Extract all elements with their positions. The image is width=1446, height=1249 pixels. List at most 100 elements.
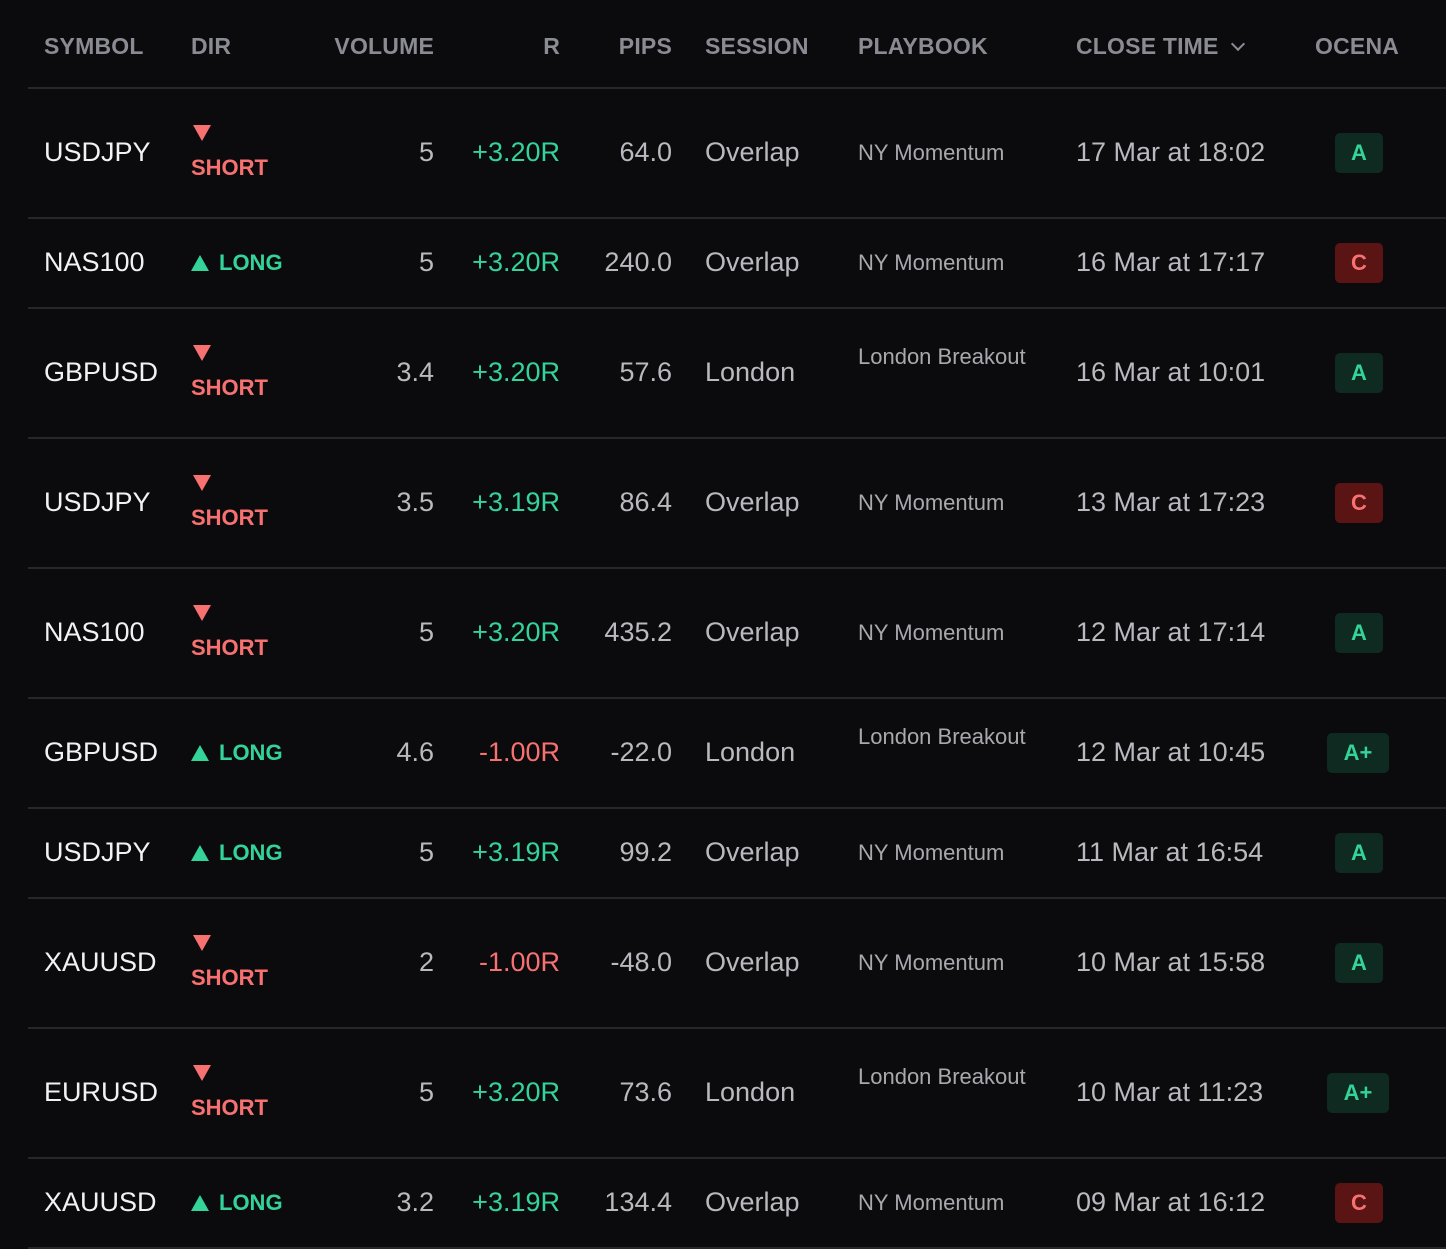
volume: 3.4 [396, 357, 434, 387]
grade-badge[interactable]: A [1335, 943, 1383, 983]
volume: 5 [418, 137, 434, 167]
grade-badge[interactable]: A [1335, 133, 1383, 173]
close-time: 10 Mar at 15:58 [1076, 947, 1266, 977]
symbol[interactable]: NAS100 [44, 617, 145, 647]
header-symbol[interactable]: SYMBOL [44, 33, 144, 59]
volume: 4.6 [396, 737, 434, 767]
header-close-time-label: CLOSE TIME [1076, 33, 1219, 59]
symbol[interactable]: XAUUSD [44, 947, 157, 977]
close-time: 12 Mar at 10:45 [1076, 737, 1266, 767]
direction-long: LONG [191, 840, 283, 866]
grade-badge[interactable]: C [1335, 483, 1383, 523]
direction-label: LONG [219, 250, 283, 275]
table-row[interactable]: USDJPY SHORT 5 +3.20R 64.0 Overlap NY Momentum… [28, 89, 1446, 219]
direction-short: SHORT [191, 125, 268, 181]
direction-long: LONG [191, 250, 283, 276]
symbol[interactable]: GBPUSD [44, 357, 159, 387]
volume: 5 [418, 247, 434, 277]
table-row[interactable]: GBPUSD SHORT 3.4 +3.20R 57.6 London London Bre… [28, 309, 1446, 439]
symbol[interactable]: XAUUSD [44, 1187, 157, 1217]
header-close-time[interactable]: CLOSE TIME [1076, 33, 1245, 60]
direction-short: SHORT [191, 1065, 268, 1121]
r-multiple: +3.20R [472, 357, 560, 387]
close-time: 13 Mar at 17:23 [1076, 487, 1266, 517]
table-row[interactable]: NAS100 LONG 5 +3.20R 240.0 Overlap NY Momentum… [28, 219, 1446, 309]
playbook[interactable]: London Breakout [858, 1064, 1026, 1089]
r-multiple: -1.00R [478, 947, 560, 977]
playbook[interactable]: NY Momentum [858, 840, 1005, 865]
session: London [705, 737, 796, 767]
header-r[interactable]: R [543, 33, 560, 59]
direction-short: SHORT [191, 345, 268, 401]
pips: 57.6 [619, 357, 672, 387]
grade-badge[interactable]: C [1335, 1183, 1383, 1223]
direction-short: SHORT [191, 935, 268, 991]
table-row[interactable]: USDJPY SHORT 3.5 +3.19R 86.4 Overlap NY Moment… [28, 439, 1446, 569]
symbol[interactable]: USDJPY [44, 487, 151, 517]
symbol[interactable]: GBPUSD [44, 737, 159, 767]
table-row[interactable]: GBPUSD LONG 4.6 -1.00R -22.0 London London Bre… [28, 699, 1446, 809]
direction-label: SHORT [191, 505, 268, 530]
close-time: 11 Mar at 16:54 [1076, 837, 1264, 867]
session: Overlap [705, 247, 800, 277]
table-row[interactable]: XAUUSD LONG 3.2 +3.19R 134.4 Overlap NY Moment… [28, 1159, 1446, 1249]
symbol[interactable]: USDJPY [44, 837, 151, 867]
direction-label: SHORT [191, 1095, 268, 1120]
arrow-down-icon [193, 605, 211, 621]
playbook[interactable]: London Breakout [858, 344, 1026, 369]
playbook[interactable]: NY Momentum [858, 620, 1005, 645]
grade-badge[interactable]: A [1335, 833, 1383, 873]
grade-badge[interactable]: A [1335, 353, 1383, 393]
arrow-up-icon [191, 845, 209, 861]
direction-short: SHORT [191, 475, 268, 531]
playbook[interactable]: NY Momentum [858, 950, 1005, 975]
header-ocena[interactable]: OCENA [1315, 33, 1400, 59]
close-time: 16 Mar at 17:17 [1076, 247, 1266, 277]
pips: 64.0 [619, 137, 672, 167]
table-row[interactable]: EURUSD SHORT 5 +3.20R 73.6 London London Break… [28, 1029, 1446, 1159]
playbook[interactable]: NY Momentum [858, 490, 1005, 515]
volume: 3.2 [396, 1187, 434, 1217]
pips: 86.4 [619, 487, 672, 517]
pips: 435.2 [604, 617, 672, 647]
grade-badge[interactable]: C [1335, 243, 1383, 283]
symbol[interactable]: USDJPY [44, 137, 151, 167]
grade-badge[interactable]: A+ [1327, 1073, 1389, 1113]
pips: 240.0 [604, 247, 672, 277]
pips: -22.0 [610, 737, 672, 767]
header-pips[interactable]: PIPS [618, 33, 672, 59]
table-row[interactable]: NAS100 SHORT 5 +3.20R 435.2 Overlap NY Momentu… [28, 569, 1446, 699]
header-playbook[interactable]: PLAYBOOK [858, 33, 988, 59]
r-multiple: +3.20R [472, 137, 560, 167]
playbook[interactable]: NY Momentum [858, 1190, 1005, 1215]
playbook[interactable]: NY Momentum [858, 250, 1005, 275]
r-multiple: +3.19R [472, 1187, 560, 1217]
table-row[interactable]: USDJPY LONG 5 +3.19R 99.2 Overlap NY Momentum 1… [28, 809, 1446, 899]
header-session[interactable]: SESSION [705, 33, 809, 59]
direction-long: LONG [191, 740, 283, 766]
arrow-down-icon [193, 125, 211, 141]
r-multiple: +3.20R [472, 617, 560, 647]
pips: 134.4 [604, 1187, 672, 1217]
arrow-down-icon [193, 345, 211, 361]
pips: 99.2 [619, 837, 672, 867]
chevron-down-icon[interactable] [1230, 36, 1245, 52]
volume: 5 [418, 837, 434, 867]
session: London [705, 1077, 796, 1107]
arrow-up-icon [191, 745, 209, 761]
direction-short: SHORT [191, 605, 268, 661]
playbook[interactable]: London Breakout [858, 724, 1026, 749]
playbook[interactable]: NY Momentum [858, 140, 1005, 165]
grade-badge[interactable]: A [1335, 613, 1383, 653]
r-multiple: +3.19R [472, 837, 560, 867]
symbol[interactable]: NAS100 [44, 247, 145, 277]
grade-badge[interactable]: A+ [1327, 733, 1389, 773]
table-row[interactable]: XAUUSD SHORT 2 -1.00R -48.0 Overlap NY Momentu… [28, 899, 1446, 1029]
arrow-down-icon [193, 935, 211, 951]
symbol[interactable]: EURUSD [44, 1077, 159, 1107]
header-dir[interactable]: DIR [191, 33, 232, 59]
header-volume[interactable]: VOLUME [334, 33, 434, 59]
pips: 73.6 [619, 1077, 672, 1107]
direction-label: LONG [219, 840, 283, 865]
direction-label: LONG [219, 1190, 283, 1215]
